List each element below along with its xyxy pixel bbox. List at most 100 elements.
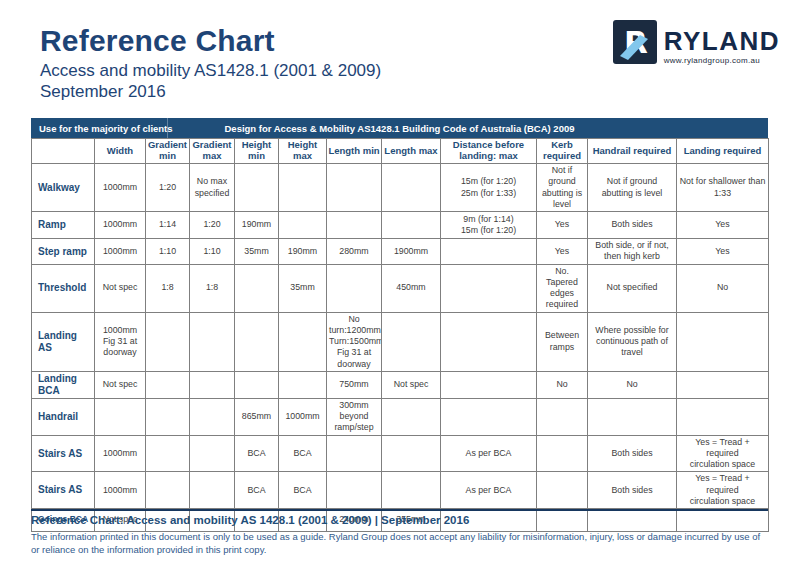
cell <box>190 312 235 371</box>
band-left-label: Use for the majority of clients <box>39 123 173 134</box>
cell: Both side, or if not, then high kerb <box>588 239 677 265</box>
title-block: Reference Chart Access and mobility AS14… <box>40 26 381 102</box>
reference-table: WidthGradient minGradient maxHeight minH… <box>31 138 769 532</box>
column-header: Landing required <box>677 139 769 164</box>
cell: No <box>677 264 769 312</box>
cell <box>327 435 382 472</box>
cell: Not if ground abutting is level <box>537 164 588 212</box>
table-row: Walkway1000mm1:20No max specified 15m (fo… <box>32 164 769 212</box>
cell <box>190 472 235 509</box>
cell <box>382 398 441 435</box>
cell: Where possible for continuous path of tr… <box>588 312 677 371</box>
column-header: Gradient min <box>146 139 190 164</box>
cell: Both sides <box>588 212 677 239</box>
row-label: Stairs AS <box>32 435 95 472</box>
row-label: Stairs AS <box>32 472 95 509</box>
cell <box>95 398 146 435</box>
cell: Yes <box>537 212 588 239</box>
cell <box>279 212 327 239</box>
cell: 35mm <box>279 264 327 312</box>
cell <box>235 371 279 398</box>
cell: 1000mm <box>95 164 146 212</box>
cell: 1000mm <box>279 398 327 435</box>
cell: 1000mm Fig 31 at doorway <box>95 312 146 371</box>
cell: Yes = Tread + required circulation space <box>677 435 769 472</box>
cell: As per BCA <box>441 435 537 472</box>
cell <box>327 164 382 212</box>
cell: 1:14 <box>146 212 190 239</box>
cell: 1:10 <box>146 239 190 265</box>
cell <box>382 435 441 472</box>
cell <box>190 435 235 472</box>
cell: 865mm <box>235 398 279 435</box>
cell <box>382 312 441 371</box>
page-date: September 2016 <box>40 81 381 102</box>
cell: 1:20 <box>146 164 190 212</box>
table-row: ThresholdNot spec1:81:835mm450mmNo. Tape… <box>32 264 769 312</box>
document-footer: Reference Chart: Access and mobility AS … <box>31 509 768 557</box>
table-body: Walkway1000mm1:20No max specified15m (fo… <box>32 164 769 532</box>
cell: 1000mm <box>95 472 146 509</box>
cell <box>537 472 588 509</box>
cell: 450mm <box>382 264 441 312</box>
column-header: Height max <box>279 139 327 164</box>
cell <box>279 164 327 212</box>
table-row: Landing AS1000mm Fig 31 at doorway No tur… <box>32 312 769 371</box>
cell <box>327 212 382 239</box>
cell <box>235 264 279 312</box>
cell: BCA <box>235 435 279 472</box>
corner-cell <box>32 139 95 164</box>
cell: No <box>588 371 677 398</box>
footer-disclaimer: The information printed in this document… <box>31 530 768 557</box>
band-right-label: Design for Access & Mobility AS1428.1 Bu… <box>225 123 575 134</box>
cell <box>441 239 537 265</box>
cell <box>146 472 190 509</box>
cell: Yes <box>677 239 769 265</box>
brand-name: RYLAND <box>664 28 780 54</box>
cell: 750mm <box>327 371 382 398</box>
brand-url: www.rylandgroup.com.au <box>664 56 780 65</box>
row-label: Landing AS <box>32 312 95 371</box>
cell: 15m (for 1:20) 25m (for 1:33) <box>441 164 537 212</box>
cell: Not specified <box>588 264 677 312</box>
cell <box>537 398 588 435</box>
cell: 190mm <box>235 212 279 239</box>
header-row: WidthGradient minGradient maxHeight minH… <box>32 139 769 164</box>
footer-divider <box>31 509 768 511</box>
cell: Not spec <box>95 371 146 398</box>
brand-text-block: RYLAND www.rylandgroup.com.au <box>664 20 780 65</box>
document-header: Reference Chart Access and mobility AS14… <box>0 0 800 118</box>
table-row: Stairs AS1000mmBCABCAAs per BCABoth side… <box>32 435 769 472</box>
cell: No turn:1200mm Turn:1500mm Fig 31 at doo… <box>327 312 382 371</box>
cell: 300mm beyond ramp/step <box>327 398 382 435</box>
table-row: Landing BCANot spec750mmNot specNoNo <box>32 371 769 398</box>
column-header: Height min <box>235 139 279 164</box>
table-head: WidthGradient minGradient maxHeight minH… <box>32 139 769 164</box>
cell: BCA <box>279 435 327 472</box>
cell: Yes <box>537 239 588 265</box>
row-label: Handrail <box>32 398 95 435</box>
table-title-band: Use for the majority of clients Design f… <box>31 118 768 138</box>
cell: Not spec <box>95 264 146 312</box>
page-subtitle: Access and mobility AS1428.1 (2001 & 200… <box>40 60 381 81</box>
cell: 9m (for 1:14) 15m (for 1:20) <box>441 212 537 239</box>
cell: Not spec <box>382 371 441 398</box>
cell <box>677 398 769 435</box>
ryland-logo: R RYLAND www.rylandgroup.com.au <box>613 20 780 65</box>
cell: No max specified <box>190 164 235 212</box>
cell: As per BCA <box>441 472 537 509</box>
table-row: Step ramp1000mm1:101:1035mm190mm280mm190… <box>32 239 769 265</box>
row-label: Step ramp <box>32 239 95 265</box>
row-label: Landing BCA <box>32 371 95 398</box>
row-label: Threshold <box>32 264 95 312</box>
cell: Yes = Tread + required circulation space <box>677 472 769 509</box>
cell <box>382 472 441 509</box>
cell <box>235 164 279 212</box>
row-label: Walkway <box>32 164 95 212</box>
cell: 1900mm <box>382 239 441 265</box>
cell <box>146 435 190 472</box>
column-header: Length min <box>327 139 382 164</box>
cell <box>327 472 382 509</box>
column-header: Length max <box>382 139 441 164</box>
column-header: Width <box>95 139 146 164</box>
